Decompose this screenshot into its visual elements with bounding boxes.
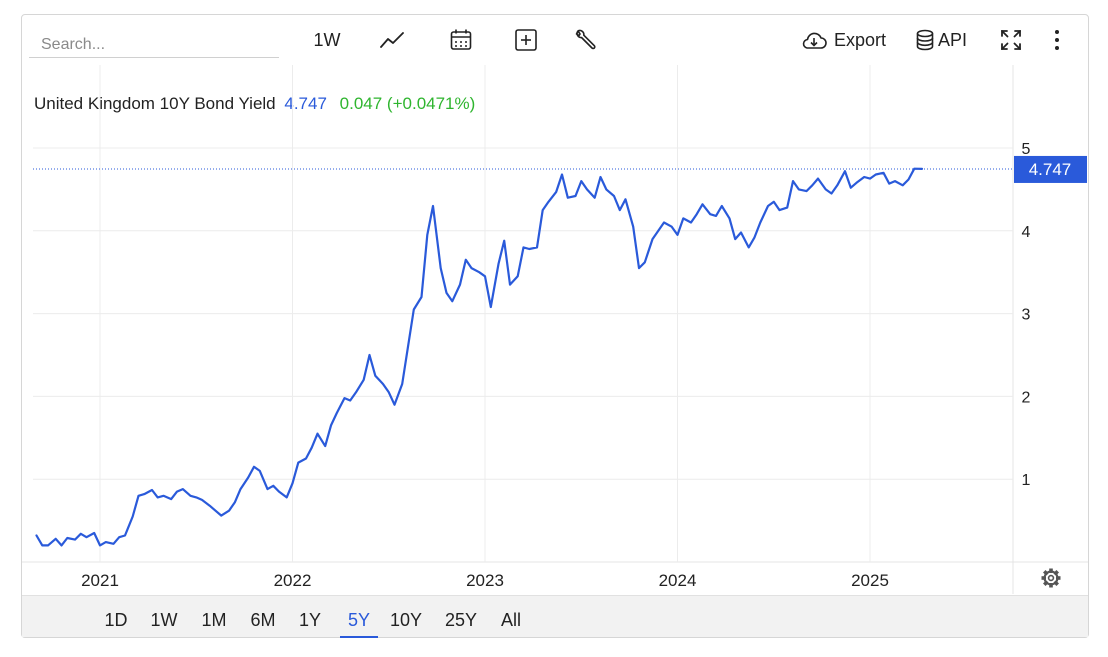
- date-range-button[interactable]: [446, 24, 476, 56]
- line-chart-icon: [380, 32, 404, 48]
- cloud-download-icon: [802, 32, 827, 49]
- y-tick-label: 2: [1022, 389, 1031, 406]
- chart-type-button[interactable]: [376, 24, 408, 56]
- period-button-5y[interactable]: 5Y: [340, 606, 378, 638]
- y-tick-label: 5: [1022, 141, 1031, 158]
- x-tick-label: 2023: [466, 571, 504, 590]
- legend-change: 0.047 (+0.0471%): [339, 94, 476, 113]
- x-tick-label: 2022: [274, 571, 312, 590]
- more-options-button[interactable]: [1046, 24, 1068, 56]
- calendar-icon: [450, 29, 472, 50]
- y-tick-label: 3: [1022, 307, 1031, 324]
- chart-legend: United Kingdom 10Y Bond Yield 4.747 0.04…: [34, 94, 475, 114]
- fullscreen-icon: [1001, 30, 1021, 50]
- period-button-10y[interactable]: 10Y: [389, 610, 423, 630]
- legend-series-name: United Kingdom 10Y Bond Yield: [34, 94, 276, 113]
- search-input[interactable]: [29, 26, 279, 58]
- export-button[interactable]: Export: [797, 24, 889, 56]
- price-tag-value: 4.747: [1029, 160, 1072, 179]
- chart-widget-frame: [21, 14, 1089, 638]
- interval-button[interactable]: 1W: [310, 24, 344, 56]
- more-vertical-icon: [1055, 30, 1059, 50]
- period-button-1w[interactable]: 1W: [150, 610, 178, 630]
- period-selector-bar: [22, 595, 1088, 637]
- y-tick-label: 1: [1022, 472, 1031, 489]
- export-label: Export: [833, 29, 887, 50]
- last-price-tag: 4.747: [1014, 155, 1087, 183]
- x-tick-label: 2021: [81, 571, 119, 590]
- y-tick-label: 4: [1022, 224, 1031, 241]
- period-button-1m[interactable]: 1M: [201, 610, 227, 630]
- period-button-6m[interactable]: 6M: [250, 610, 276, 630]
- interval-label: 1W: [313, 29, 341, 50]
- chart-plot[interactable]: 1 2 3 4 5 2021 2022 2023 2024 2025 4.747: [0, 0, 1108, 600]
- settings-gear-icon[interactable]: [1041, 568, 1061, 588]
- period-button-1d[interactable]: 1D: [104, 610, 128, 630]
- wrench-icon: [575, 29, 596, 50]
- api-label: API: [937, 29, 967, 50]
- database-icon: [916, 29, 934, 51]
- add-indicator-button[interactable]: [511, 24, 541, 56]
- tools-button[interactable]: [570, 24, 600, 56]
- series-line: [35, 167, 924, 547]
- price-tag-background: [1014, 155, 1087, 183]
- period-button-25y[interactable]: 25Y: [444, 610, 478, 630]
- add-indicator-icon: [515, 29, 537, 51]
- fullscreen-button[interactable]: [996, 24, 1026, 56]
- period-button-1y[interactable]: 1Y: [298, 610, 322, 630]
- x-tick-label: 2024: [659, 571, 697, 590]
- legend-last-value: 4.747: [284, 94, 327, 113]
- x-tick-label: 2025: [851, 571, 889, 590]
- api-button[interactable]: API: [912, 24, 970, 56]
- period-button-all[interactable]: All: [500, 610, 521, 630]
